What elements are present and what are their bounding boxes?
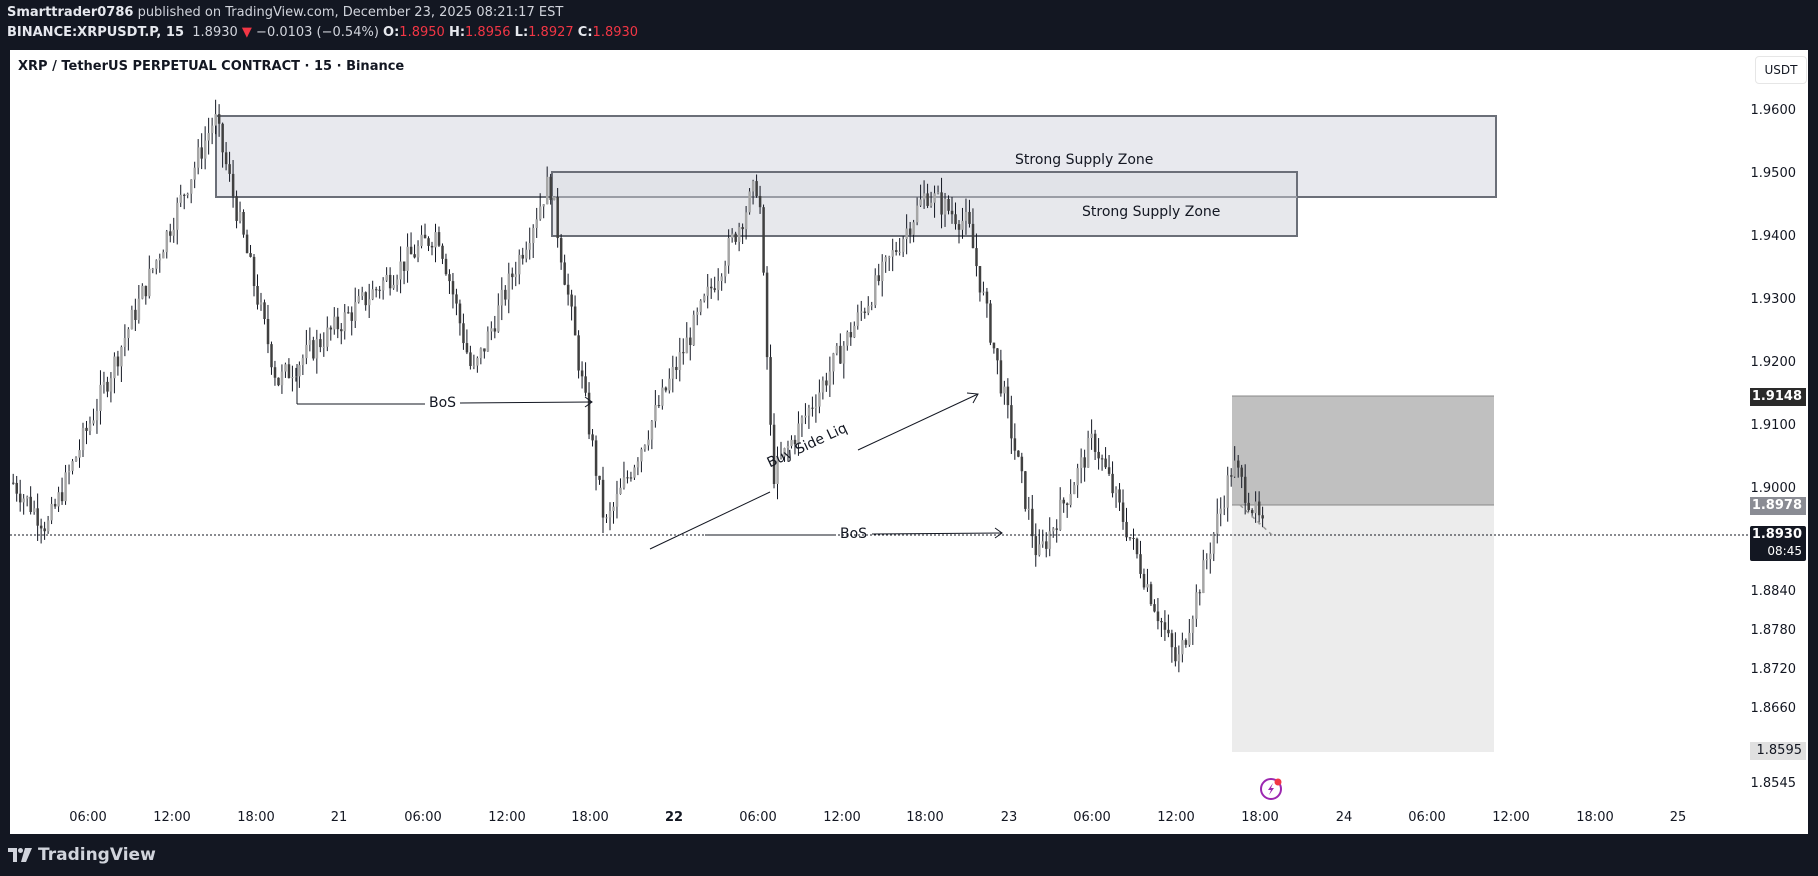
- price-label: 1.9400: [1750, 229, 1797, 244]
- time-label: 06:00: [404, 810, 442, 825]
- price-label: 1.9100: [1750, 418, 1797, 433]
- open-label: O:: [383, 25, 400, 40]
- current-price-tag: 1.8930 08:45: [1750, 526, 1806, 561]
- high-value: 1.8956: [465, 25, 511, 40]
- time-label: 25: [1669, 810, 1687, 825]
- price-label: 1.9300: [1750, 292, 1797, 307]
- price-label: 1.8545: [1750, 776, 1797, 791]
- supply-zone-label-1: Strong Supply Zone: [1015, 152, 1154, 168]
- supply-zone-label-2: Strong Supply Zone: [1082, 204, 1221, 220]
- time-label: 22: [664, 810, 684, 825]
- high-label: H:: [448, 25, 466, 40]
- currency-button[interactable]: USDT: [1755, 56, 1807, 84]
- buy-side-liq-line[interactable]: [649, 392, 979, 550]
- tradingview-logo[interactable]: TradingView: [8, 845, 156, 865]
- time-label: 12:00: [1492, 810, 1530, 825]
- price-label: 1.9500: [1750, 166, 1797, 181]
- close-value: 1.8930: [592, 25, 639, 40]
- price-label: 1.8660: [1750, 701, 1797, 716]
- time-label: 18:00: [1241, 810, 1279, 825]
- time-label: 21: [330, 810, 348, 825]
- symbol-info: BINANCE:XRPUSDT.P, 15 1.8930 ▼ −0.0103 (…: [7, 25, 638, 40]
- close-label: C:: [577, 25, 593, 40]
- current-price-value: 1.8930: [1751, 527, 1802, 542]
- low-value: 1.8927: [528, 25, 574, 40]
- candle-countdown: 08:45: [1767, 544, 1802, 558]
- time-label: 23: [1000, 810, 1018, 825]
- down-arrow-icon: ▼: [241, 25, 252, 40]
- time-label: 06:00: [1408, 810, 1446, 825]
- time-label: 06:00: [739, 810, 777, 825]
- brand-name: TradingView: [38, 845, 156, 865]
- price-label: 1.8780: [1750, 623, 1797, 638]
- last-price: 1.8930: [192, 25, 238, 40]
- price-label: 1.9600: [1750, 103, 1797, 118]
- time-label: 18:00: [1576, 810, 1614, 825]
- time-label: 24: [1335, 810, 1353, 825]
- candlestick-series: [12, 99, 1264, 673]
- tradingview-logo-icon: [8, 848, 32, 862]
- author-name[interactable]: Smarttrader0786: [7, 5, 134, 20]
- published-text: published on TradingView.com, December 2…: [137, 5, 564, 20]
- open-value: 1.8950: [399, 25, 445, 40]
- price-label: 1.8720: [1750, 662, 1797, 677]
- bos-line-2[interactable]: [705, 527, 1003, 539]
- bos-label-2: BoS: [840, 526, 868, 542]
- publish-info: Smarttrader0786 published on TradingView…: [7, 5, 563, 20]
- flash-icon[interactable]: [1260, 778, 1282, 800]
- price-change: −0.0103 (−0.54%): [256, 25, 379, 40]
- price-label: 1.8840: [1750, 584, 1797, 599]
- time-label: 18:00: [571, 810, 609, 825]
- bos-label-1: BoS: [429, 395, 457, 411]
- low-label: L:: [514, 25, 529, 40]
- time-label: 06:00: [1073, 810, 1111, 825]
- position-risk-area[interactable]: [1232, 396, 1494, 505]
- price-label: 1.9000: [1750, 481, 1797, 496]
- time-label: 12:00: [488, 810, 526, 825]
- entry-price-tag: 1.8978: [1750, 497, 1806, 515]
- stop-price-tag: 1.8595: [1750, 742, 1806, 760]
- time-label: 12:00: [153, 810, 191, 825]
- chart-title: XRP / TetherUS PERPETUAL CONTRACT · 15 ·…: [18, 59, 405, 74]
- position-reward-area[interactable]: [1232, 505, 1494, 752]
- bos-line-1[interactable]: [296, 364, 593, 408]
- price-label: 1.9200: [1750, 355, 1797, 370]
- time-label: 12:00: [1157, 810, 1195, 825]
- target-price-tag: 1.9148: [1750, 388, 1806, 406]
- time-label: 18:00: [906, 810, 944, 825]
- time-label: 18:00: [237, 810, 275, 825]
- time-label: 12:00: [823, 810, 861, 825]
- time-label: 06:00: [69, 810, 107, 825]
- symbol-label: BINANCE:XRPUSDT.P, 15: [7, 25, 184, 40]
